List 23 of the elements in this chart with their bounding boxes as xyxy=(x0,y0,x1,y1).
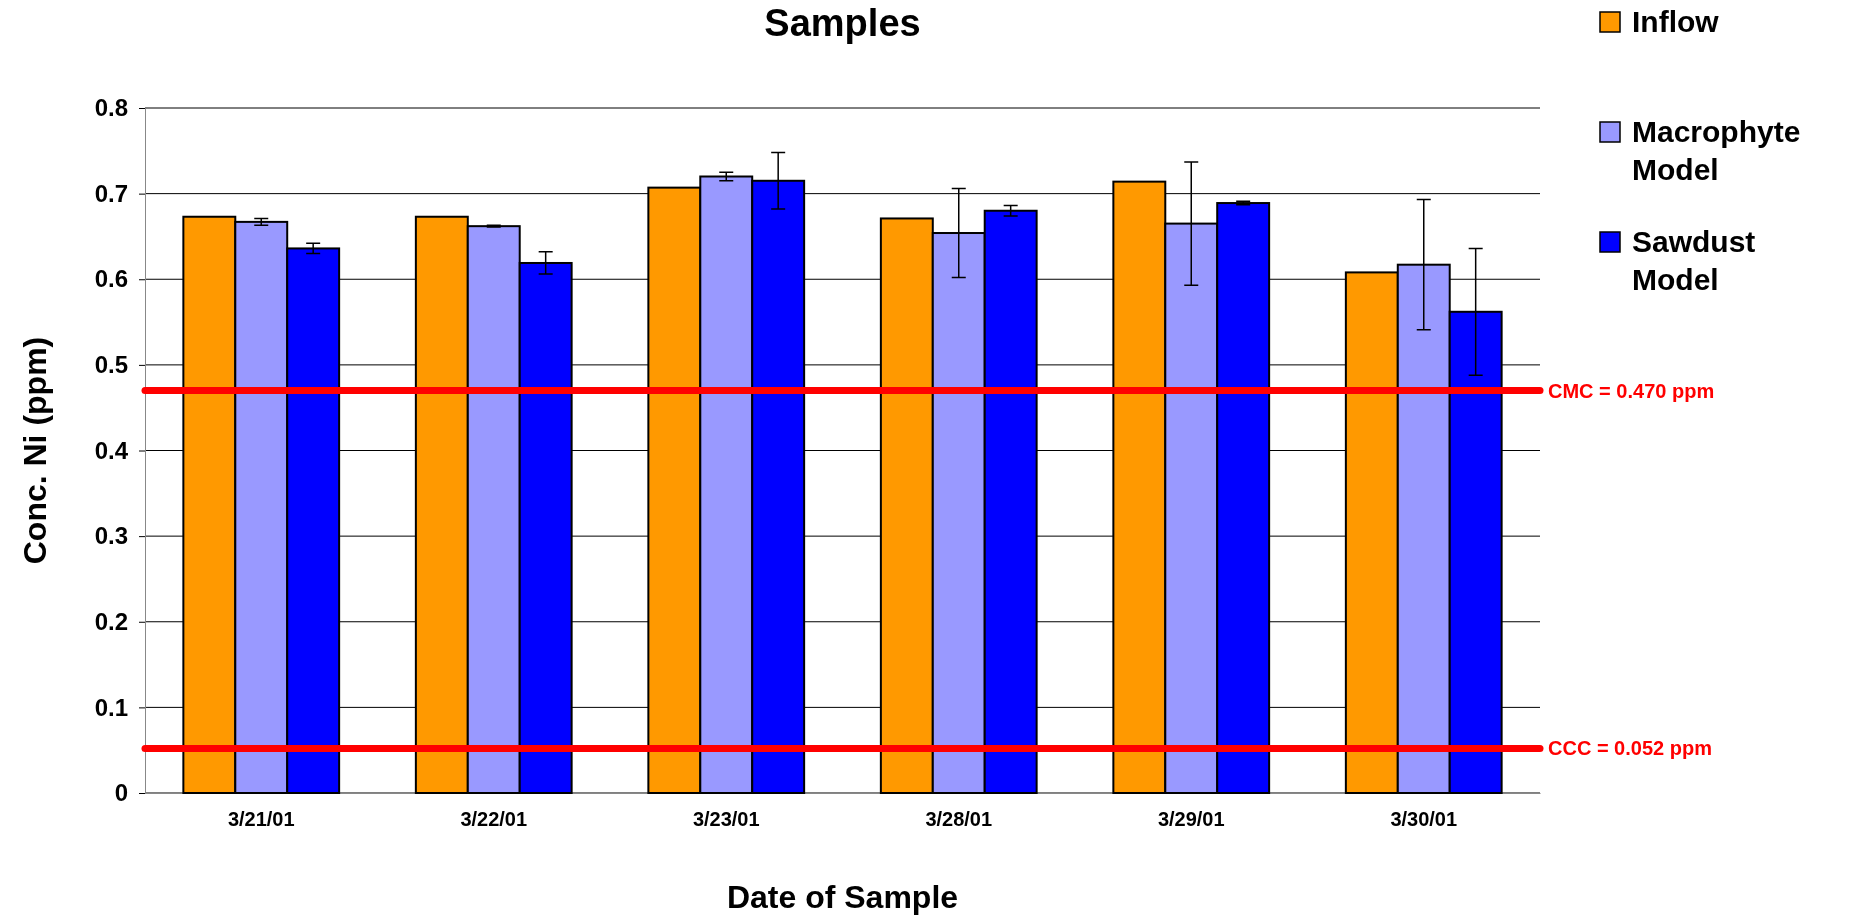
x-tick-label: 3/21/01 xyxy=(227,808,295,830)
y-axis-title: Conc. Ni (ppm) xyxy=(17,336,53,565)
legend-label: Macrophyte Model xyxy=(1632,115,1801,186)
x-tick-label: 3/29/01 xyxy=(1157,808,1225,830)
x-tick-label: 3/28/01 xyxy=(925,808,993,830)
chart-title: Samples xyxy=(764,2,921,44)
x-axis-title: Date of Sample xyxy=(726,879,959,915)
x-tick-label: 3/30/01 xyxy=(1390,808,1458,830)
y-tick-label: 0.1 xyxy=(94,693,128,721)
y-tick-label: 0.3 xyxy=(94,522,128,550)
ref-line-label: CMC = 0.470 ppm xyxy=(1548,379,1715,402)
y-tick-label: 0.8 xyxy=(94,94,128,122)
y-tick-label: 0 xyxy=(114,779,128,807)
y-tick-label: 0.4 xyxy=(94,436,129,464)
y-tick-label: 0.7 xyxy=(94,179,128,207)
y-tick-label: 0.5 xyxy=(94,351,128,379)
legend-label: Sawdust Model xyxy=(1632,225,1756,296)
y-tick-label: 0.6 xyxy=(94,265,128,293)
x-tick-label: 3/23/01 xyxy=(692,808,760,830)
x-tick-label: 3/22/01 xyxy=(460,808,528,830)
legend-label: Inflow xyxy=(1632,5,1720,38)
y-tick-label: 0.2 xyxy=(94,607,128,635)
ref-line-label: CCC = 0.052 ppm xyxy=(1548,737,1712,760)
